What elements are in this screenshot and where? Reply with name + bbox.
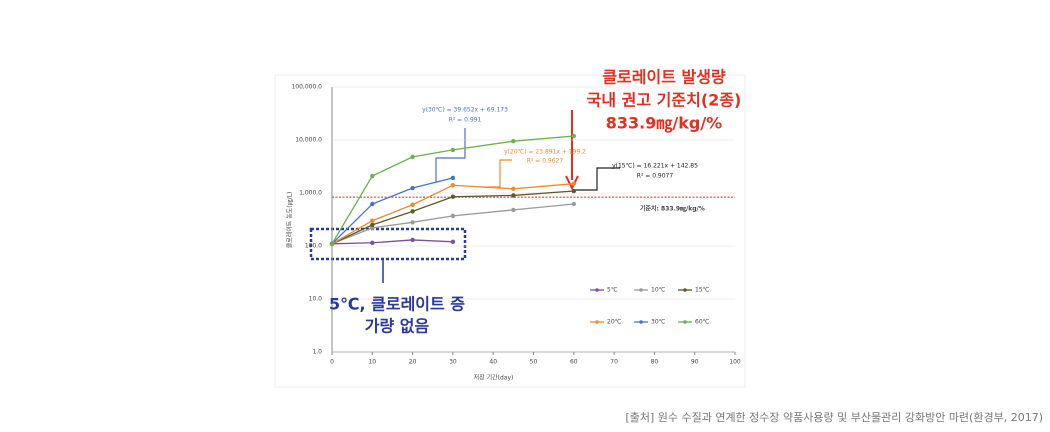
- callout: [435, 128, 466, 182]
- legend-label: 15℃: [695, 287, 710, 294]
- annotation: y(30℃) = 39.652x + 69.173: [422, 107, 508, 114]
- callout: [575, 167, 620, 191]
- data-point: [450, 175, 456, 181]
- annotation: 833.9㎎/kg/%: [606, 114, 722, 134]
- source: [출처] 원수 수질과 연계한 정수장 약품사용량 및 부산물관리 강화방안 마…: [625, 410, 1043, 424]
- series-line: [331, 135, 574, 245]
- x-tick-label: 50: [530, 359, 538, 366]
- legend-marker: [683, 320, 687, 324]
- data-point: [450, 213, 456, 219]
- data-point: [571, 181, 576, 186]
- legend-label: 5℃: [607, 287, 618, 294]
- legend-label: 10℃: [651, 287, 666, 294]
- data-point: [410, 220, 415, 225]
- annotation: y(20℃) = 23.891x + 199.2: [504, 149, 586, 156]
- data-point: [370, 218, 375, 223]
- data-point: [450, 147, 456, 153]
- reference-label: 기준치: 833.9㎎/kg/%: [640, 205, 705, 214]
- y-tick-label: 1,000.0: [299, 190, 322, 197]
- data-point: [410, 202, 415, 207]
- series-line: [331, 190, 574, 245]
- data-point: [450, 239, 456, 245]
- y-tick-label: 1.0: [312, 349, 322, 356]
- data-point: [370, 173, 375, 179]
- data-point: [511, 207, 516, 213]
- data-point: [571, 133, 576, 139]
- x-tick-label: 0: [330, 359, 334, 366]
- legend-marker: [595, 320, 599, 324]
- highlight-box: [309, 227, 467, 261]
- data-point: [410, 209, 415, 214]
- annotation: y(15℃) = 16.221x + 142.85: [612, 163, 698, 170]
- x-tick-label: 90: [691, 359, 699, 366]
- annotation: R² = 0.9077: [637, 173, 674, 180]
- annotation: 국내 권고 기준치(2종): [587, 91, 742, 110]
- data-point: [370, 222, 375, 228]
- series-line: [331, 177, 454, 245]
- series-line: [331, 183, 574, 245]
- x-tick-label: 80: [651, 359, 659, 366]
- annotation: R² = 0.991: [449, 117, 482, 124]
- data-point: [571, 201, 576, 207]
- y-axis-label: 클로레이트 농도(㎍/L): [286, 192, 295, 249]
- data-point: [571, 188, 576, 194]
- data-point: [511, 193, 516, 198]
- y-tick-label: 100,000.0: [291, 84, 322, 91]
- arrow-head: [565, 175, 579, 191]
- legend-marker: [683, 288, 687, 292]
- series-line: [331, 239, 453, 245]
- data-point: [370, 240, 375, 245]
- x-tick-label: 40: [489, 359, 497, 366]
- series-line: [331, 203, 574, 245]
- x-axis-label: 저장 기간(day): [474, 374, 514, 382]
- y-tick-label: 100.0: [305, 243, 322, 250]
- legend-marker: [639, 288, 643, 292]
- annotation: R² = 0.9627: [527, 158, 564, 165]
- data-point: [511, 186, 516, 192]
- x-tick-label: 100: [729, 359, 741, 366]
- data-point: [511, 138, 516, 144]
- x-tick-label: 10: [368, 359, 376, 366]
- legend-marker: [595, 288, 599, 292]
- legend-label: 30℃: [651, 319, 666, 326]
- data-point: [410, 154, 415, 160]
- annotation: 5℃, 클로레이트 증: [329, 295, 465, 314]
- legend-label: 60℃: [695, 319, 710, 326]
- data-point: [450, 183, 456, 188]
- x-tick-label: 60: [570, 359, 578, 366]
- data-point: [410, 185, 415, 191]
- x-tick-label: 20: [409, 359, 417, 366]
- data-point: [410, 237, 415, 243]
- annotation: 가량 없음: [365, 317, 430, 336]
- y-tick-label: 10.0: [309, 296, 323, 303]
- legend-marker: [639, 320, 643, 324]
- x-tick-label: 30: [449, 359, 457, 366]
- legend-label: 20℃: [607, 319, 622, 326]
- data-point: [329, 241, 335, 247]
- y-tick-label: 10,000.0: [295, 137, 322, 144]
- annotation: 클로레이트 발생량: [602, 68, 726, 87]
- data-point: [370, 201, 375, 207]
- x-tick-label: 70: [610, 359, 618, 366]
- data-point: [450, 194, 456, 199]
